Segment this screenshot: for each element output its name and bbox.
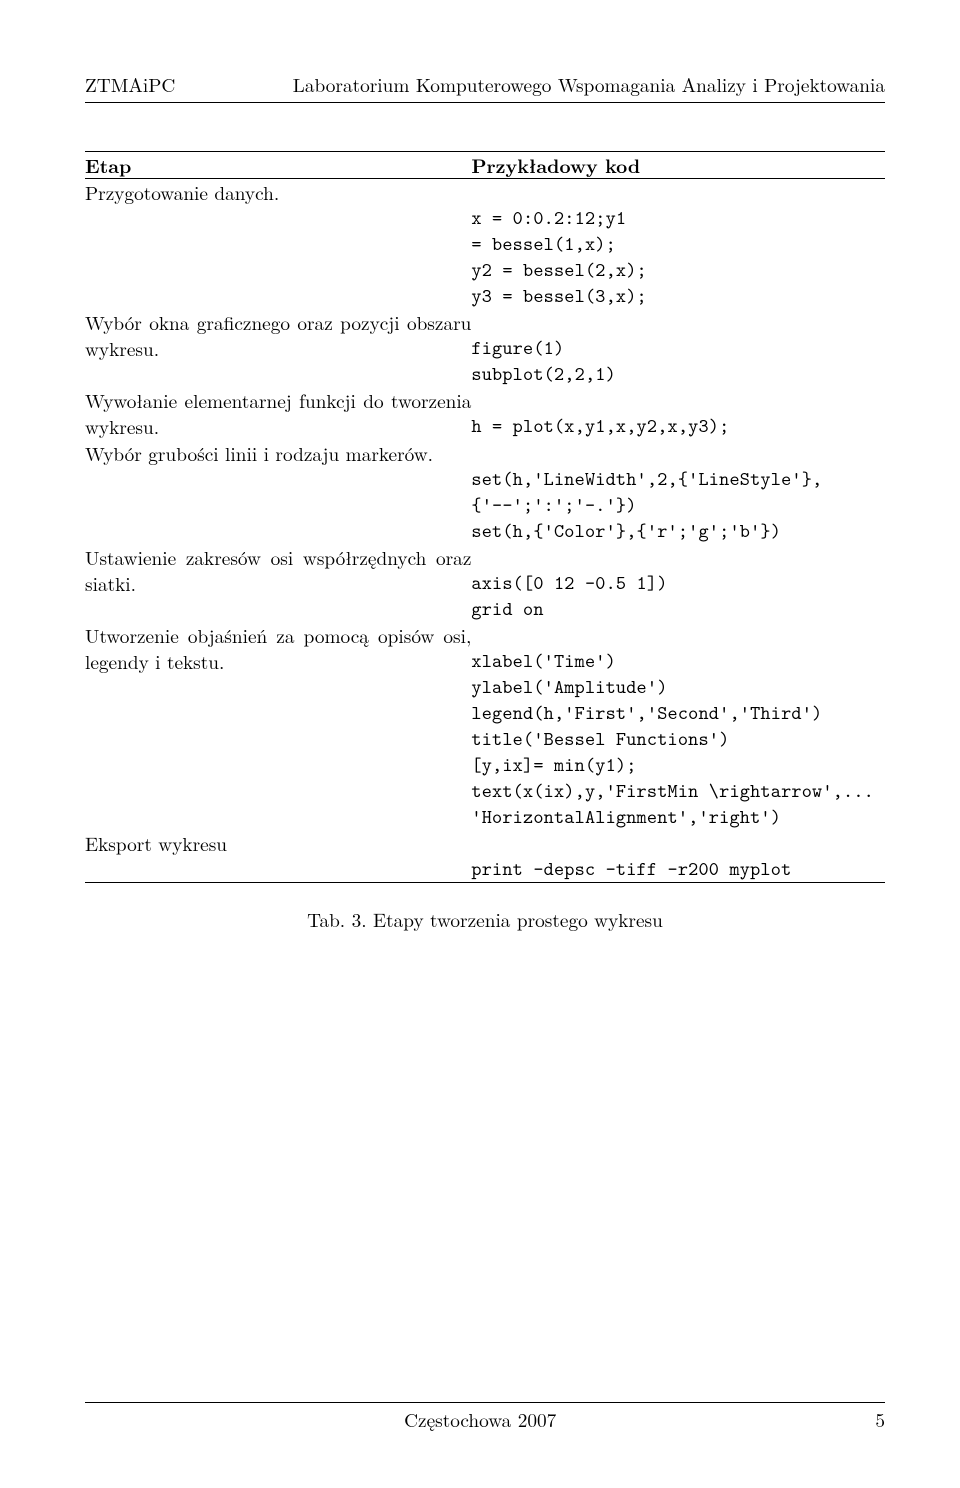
page-header: ZTMAiPC Laboratorium Komputerowego Wspom…	[85, 70, 885, 98]
code-block: figure(1) subplot(2,2,1)	[471, 309, 885, 387]
etap-label: Utworzenie objaśnień za pomocą opisów os…	[85, 622, 471, 830]
footer-center: Częstochowa 2007	[404, 1405, 556, 1433]
code-block: h = plot(x,y1,x,y2,x,y3);	[471, 387, 885, 439]
table-row: Wybór okna graficznego oraz pozycji obsz…	[85, 309, 885, 387]
table-header-right: Przykładowy kod	[471, 152, 885, 179]
code-block: set(h,'LineWidth',2,{'LineStyle'}, {'--'…	[471, 440, 885, 544]
table-row: Utworzenie objaśnień za pomocą opisów os…	[85, 622, 885, 830]
etap-label: Przygotowanie danych.	[85, 179, 471, 309]
header-right: Laboratorium Komputerowego Wspomagania A…	[293, 70, 885, 98]
code-block: axis([0 12 -0.5 1]) grid on	[471, 544, 885, 622]
table-row: Wywołanie elementarnej funkcji do tworze…	[85, 387, 885, 439]
table-caption: Tab. 3. Etapy tworzenia prostego wykresu	[85, 905, 885, 933]
table-header-left: Etap	[85, 152, 471, 179]
code-table: Etap Przykładowy kod Przygotowanie danyc…	[85, 151, 885, 883]
code-block: xlabel('Time') ylabel('Amplitude') legen…	[471, 622, 885, 830]
page: ZTMAiPC Laboratorium Komputerowego Wspom…	[0, 0, 960, 1488]
table-row: Przygotowanie danych. x = 0:0.2:12;y1 = …	[85, 179, 885, 309]
table-row: Wybór grubości linii i rodzaju markerów.…	[85, 440, 885, 544]
header-left: ZTMAiPC	[85, 70, 175, 98]
table-row: Eksport wykresu print -depsc -tiff -r200…	[85, 830, 885, 882]
table-row: Ustawienie zakresów osi współrzędnych or…	[85, 544, 885, 622]
code-block: x = 0:0.2:12;y1 = bessel(1,x); y2 = bess…	[471, 179, 885, 309]
etap-label: Wywołanie elementarnej funkcji do tworze…	[85, 387, 471, 439]
etap-label: Eksport wykresu	[85, 830, 471, 882]
code-block: print -depsc -tiff -r200 myplot	[471, 830, 885, 882]
footer-rule	[85, 1402, 885, 1403]
etap-label: Wybór grubości linii i rodzaju markerów.	[85, 440, 471, 544]
etap-label: Wybór okna graficznego oraz pozycji obsz…	[85, 309, 471, 387]
etap-label: Ustawienie zakresów osi współrzędnych or…	[85, 544, 471, 622]
header-rule	[85, 102, 885, 103]
footer-page-number: 5	[875, 1405, 885, 1433]
page-footer: Częstochowa 2007 5	[85, 1402, 885, 1433]
